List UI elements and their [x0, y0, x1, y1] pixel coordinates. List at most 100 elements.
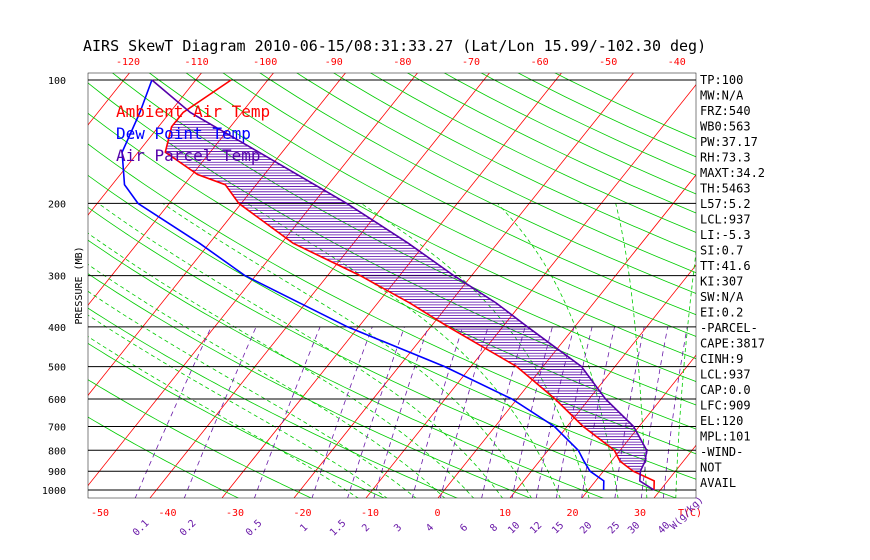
index-item: CINH:9	[700, 352, 743, 366]
dry-adiabat-line	[88, 206, 677, 498]
mixing-ratio-line	[535, 326, 575, 498]
mixing-ratio-tick-label: 10	[506, 520, 522, 536]
isotherm-line	[798, 60, 870, 498]
pressure-tick-label: 300	[48, 272, 66, 283]
mixing-ratio-tick-label: 1	[298, 522, 310, 534]
index-item: PW:37.17	[700, 135, 758, 149]
mixing-ratio-tick-label: 6	[458, 522, 470, 534]
isotherm-line	[221, 73, 562, 498]
index-item: NOT	[700, 461, 722, 475]
bottom-temp-tick-label: -20	[293, 508, 311, 519]
mixing-ratio-tick-label: 0.5	[244, 518, 265, 539]
mixing-ratio-line	[511, 326, 553, 498]
bottom-temp-tick-label: 30	[634, 508, 646, 519]
index-item: LCL:937	[700, 368, 751, 382]
chart-title: AIRS SkewT Diagram 2010-06-15/08:31:33.2…	[83, 37, 706, 55]
dry-adiabat-line	[88, 307, 458, 498]
dry-adiabat-line	[222, 73, 696, 316]
bottom-temp-tick-label: -10	[361, 508, 379, 519]
top-temp-tick-label: -120	[116, 57, 140, 68]
moist-adiabat-line	[88, 232, 475, 498]
mixing-ratio-line	[581, 326, 615, 498]
dry-adiabat-line	[88, 143, 696, 455]
index-item: -WIND-	[700, 445, 743, 459]
mixing-ratio-tick-label: 8	[488, 522, 500, 534]
mixing-ratio-tick-label: 25	[606, 520, 622, 536]
mixing-ratio-tick-label: 20	[578, 520, 594, 536]
index-item: TT:41.6	[700, 259, 751, 273]
mixing-ratio-line	[373, 326, 429, 498]
moist-adiabat-line	[88, 290, 417, 498]
pressure-tick-label: 600	[48, 395, 66, 406]
isotherm-line	[293, 73, 634, 498]
index-item: MPL:101	[700, 430, 751, 444]
index-item: WB0:563	[700, 120, 751, 134]
top-temp-tick-label: -70	[462, 57, 480, 68]
bottom-temp-tick-label: -30	[226, 508, 244, 519]
bottom-temp-tick-label: 20	[566, 508, 578, 519]
index-item: L57:5.2	[700, 197, 751, 211]
isotherm-line	[581, 354, 696, 498]
plot-grid	[88, 60, 870, 498]
index-item: TP:100	[700, 73, 743, 87]
mixing-ratio-line	[311, 326, 373, 498]
dry-adiabat-line	[88, 342, 385, 498]
index-item: SI:0.7	[700, 244, 743, 258]
dry-adiabat-line	[88, 379, 312, 498]
pressure-tick-label: 1000	[42, 486, 66, 497]
bottom-temp-tick-label: 10	[499, 508, 511, 519]
bottom-temp-tick-label: -50	[91, 508, 109, 519]
index-item: RH:73.3	[700, 151, 751, 165]
moist-adiabat-line	[88, 263, 446, 498]
mixing-ratio-line	[662, 326, 688, 498]
index-item: LCL:937	[700, 213, 751, 227]
x-axis-label: T(C)	[678, 508, 702, 519]
bottom-temp-tick-label: 0	[434, 508, 440, 519]
pressure-tick-label: 700	[48, 422, 66, 433]
mixing-ratio-tick-label: 1.5	[328, 518, 349, 539]
dry-adiabat-line	[148, 73, 696, 360]
mixing-ratio-line	[347, 326, 405, 498]
y-axis-label: PRESSURE (MB)	[74, 246, 85, 324]
index-item: AVAIL	[700, 476, 736, 490]
air-parcel-temp-curve	[151, 79, 655, 491]
dry-adiabat-line	[88, 273, 531, 498]
moist-adiabat-line	[246, 203, 561, 498]
isotherm-line	[653, 444, 696, 498]
legend-entry: Dew Point Temp	[116, 124, 251, 143]
dry-adiabat-line	[333, 73, 696, 253]
index-item: TH:5463	[700, 182, 751, 196]
plot-frame	[87, 72, 697, 499]
index-item: CAPE:3817	[700, 337, 765, 351]
mixing-ratio-tick-label: 2	[360, 522, 372, 534]
mixing-ratio-tick-label: 12	[528, 520, 544, 536]
top-temp-tick-label: -50	[599, 57, 617, 68]
dry-adiabat-line	[185, 73, 696, 337]
dry-adiabat-line	[296, 73, 696, 274]
bottom-temp-tick-label: -40	[158, 508, 176, 519]
dry-adiabat-line	[88, 174, 696, 480]
isotherm-line	[88, 73, 346, 396]
dry-adiabat-line	[88, 239, 604, 498]
moist-adiabat-line	[615, 203, 648, 498]
mixing-ratio-line	[614, 326, 645, 498]
mixing-ratio-line	[640, 326, 669, 498]
pressure-tick-label: 800	[48, 446, 66, 457]
top-temp-tick-label: -110	[185, 57, 209, 68]
legend: Ambient Air Temp Dew Point Temp Air Parcel…	[116, 102, 270, 165]
mixing-ratio-tick-label: 0.1	[131, 518, 152, 539]
sounding-curves	[121, 79, 656, 491]
index-item: MAXT:34.2	[700, 166, 765, 180]
index-item: MW:N/A	[700, 89, 744, 103]
index-item: EI:0.2	[700, 306, 743, 320]
top-temp-tick-label: -40	[668, 57, 686, 68]
index-item: SW:N/A	[700, 290, 744, 304]
legend-entry: Air Parcel Temp	[116, 146, 261, 165]
index-item: LFC:909	[700, 399, 751, 413]
isotherm-line	[437, 174, 696, 498]
isotherm-line	[509, 264, 696, 498]
top-temp-tick-label: -90	[325, 57, 343, 68]
dry-adiabat-line	[517, 73, 696, 158]
index-item: KI:307	[700, 275, 743, 289]
moist-adiabat-line	[162, 203, 532, 498]
